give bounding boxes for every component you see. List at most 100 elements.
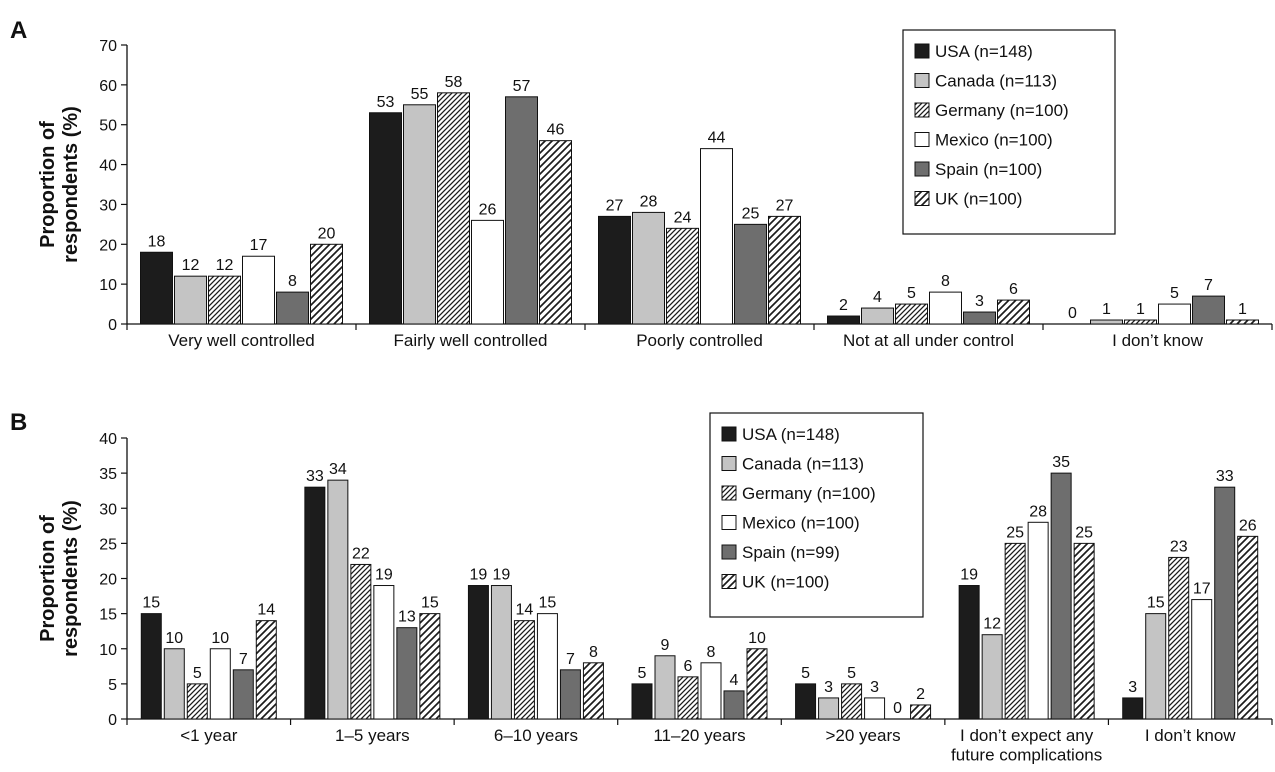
- data-label: 19: [470, 567, 488, 584]
- category-label-line: 1–5 years: [335, 726, 410, 745]
- bar: [437, 92, 470, 325]
- data-label: 6: [684, 658, 693, 675]
- category-label: 6–10 years: [494, 726, 578, 745]
- bar: [467, 585, 489, 720]
- bar: [700, 662, 722, 720]
- data-label: 1: [1102, 301, 1111, 318]
- bar: [186, 683, 208, 720]
- bar: [1192, 295, 1225, 325]
- data-label: 46: [547, 122, 565, 139]
- data-label: 27: [776, 197, 794, 214]
- bar: [929, 291, 962, 325]
- category-label: I don’t know: [1112, 331, 1203, 350]
- data-label: 25: [1006, 524, 1024, 541]
- y-axis-title-line: respondents (%): [60, 500, 82, 657]
- category-label-line: future complications: [951, 746, 1102, 765]
- data-label: 25: [1075, 524, 1093, 541]
- legend-label: Spain (n=100): [935, 160, 1042, 179]
- bar: [140, 613, 162, 720]
- data-label: 12: [182, 257, 200, 274]
- data-label: 5: [847, 665, 856, 682]
- bar: [1168, 556, 1190, 720]
- data-label: 3: [824, 679, 833, 696]
- legend-label: Mexico (n=100): [935, 131, 1053, 150]
- bar: [1191, 599, 1213, 720]
- legend-label: USA (n=148): [742, 425, 840, 444]
- category-label-line: I don’t know: [1145, 726, 1236, 745]
- y-tick-label: 5: [108, 677, 117, 694]
- bar: [373, 585, 395, 720]
- bar: [734, 223, 767, 325]
- data-label: 24: [674, 209, 692, 226]
- legend-swatch: [914, 161, 930, 177]
- y-tick-label: 60: [99, 78, 117, 95]
- data-label: 15: [421, 595, 439, 612]
- bar: [536, 613, 558, 720]
- bar: [242, 255, 275, 325]
- data-label: 7: [1204, 277, 1213, 294]
- bar: [539, 140, 572, 325]
- legend-swatch: [721, 544, 737, 560]
- data-label: 23: [1170, 538, 1188, 555]
- bar: [768, 215, 801, 325]
- bar: [895, 303, 928, 325]
- legend-swatch: [721, 574, 737, 589]
- data-label: 26: [1239, 517, 1257, 534]
- data-label: 5: [801, 665, 810, 682]
- legend-swatch: [721, 426, 737, 442]
- data-label: 10: [211, 630, 229, 647]
- bar: [1004, 542, 1026, 720]
- data-label: 33: [1216, 468, 1234, 485]
- bar: [505, 96, 538, 325]
- data-label: 18: [148, 233, 166, 250]
- category-label: 11–20 years: [653, 726, 745, 745]
- data-label: 7: [566, 651, 575, 668]
- data-label: 55: [411, 86, 429, 103]
- data-label: 15: [142, 595, 160, 612]
- legend-swatch: [914, 73, 930, 88]
- data-label: 12: [216, 257, 234, 274]
- bar: [490, 585, 512, 720]
- y-tick-label: 30: [99, 197, 117, 214]
- data-label: 58: [445, 74, 463, 91]
- bar: [1122, 697, 1144, 720]
- bar: [963, 311, 996, 325]
- bar: [1158, 303, 1191, 325]
- category-label: Poorly controlled: [636, 331, 763, 350]
- y-tick-label: 20: [99, 572, 117, 589]
- bar: [1073, 542, 1095, 720]
- bar: [981, 634, 1003, 720]
- bar: [1124, 319, 1157, 325]
- data-label: 5: [1170, 285, 1179, 302]
- bar: [700, 148, 733, 325]
- bar: [841, 683, 863, 720]
- data-label: 25: [742, 205, 760, 222]
- data-label: 17: [1193, 581, 1211, 598]
- category-label: Fairly well controlled: [394, 331, 548, 350]
- bar: [174, 275, 207, 325]
- data-label: 20: [318, 225, 336, 242]
- legend-label: Germany (n=100): [742, 484, 876, 503]
- legend-label: Spain (n=99): [742, 543, 840, 562]
- bar: [958, 585, 980, 720]
- bar: [723, 690, 745, 720]
- data-label: 28: [1029, 503, 1047, 520]
- bar: [1090, 319, 1123, 325]
- data-label: 19: [375, 567, 393, 584]
- data-label: 13: [398, 609, 416, 626]
- data-label: 44: [708, 130, 726, 147]
- category-label-line: >20 years: [826, 726, 901, 745]
- bar: [163, 648, 185, 720]
- data-label: 0: [1068, 305, 1077, 322]
- data-label: 15: [1147, 595, 1165, 612]
- data-label: 2: [839, 297, 848, 314]
- bar: [513, 620, 535, 720]
- category-label-line: Very well controlled: [168, 331, 314, 350]
- bar: [910, 704, 932, 720]
- bar: [598, 215, 631, 325]
- y-tick-label: 0: [108, 712, 117, 729]
- legend-label: Mexico (n=100): [742, 514, 860, 533]
- data-label: 9: [661, 637, 670, 654]
